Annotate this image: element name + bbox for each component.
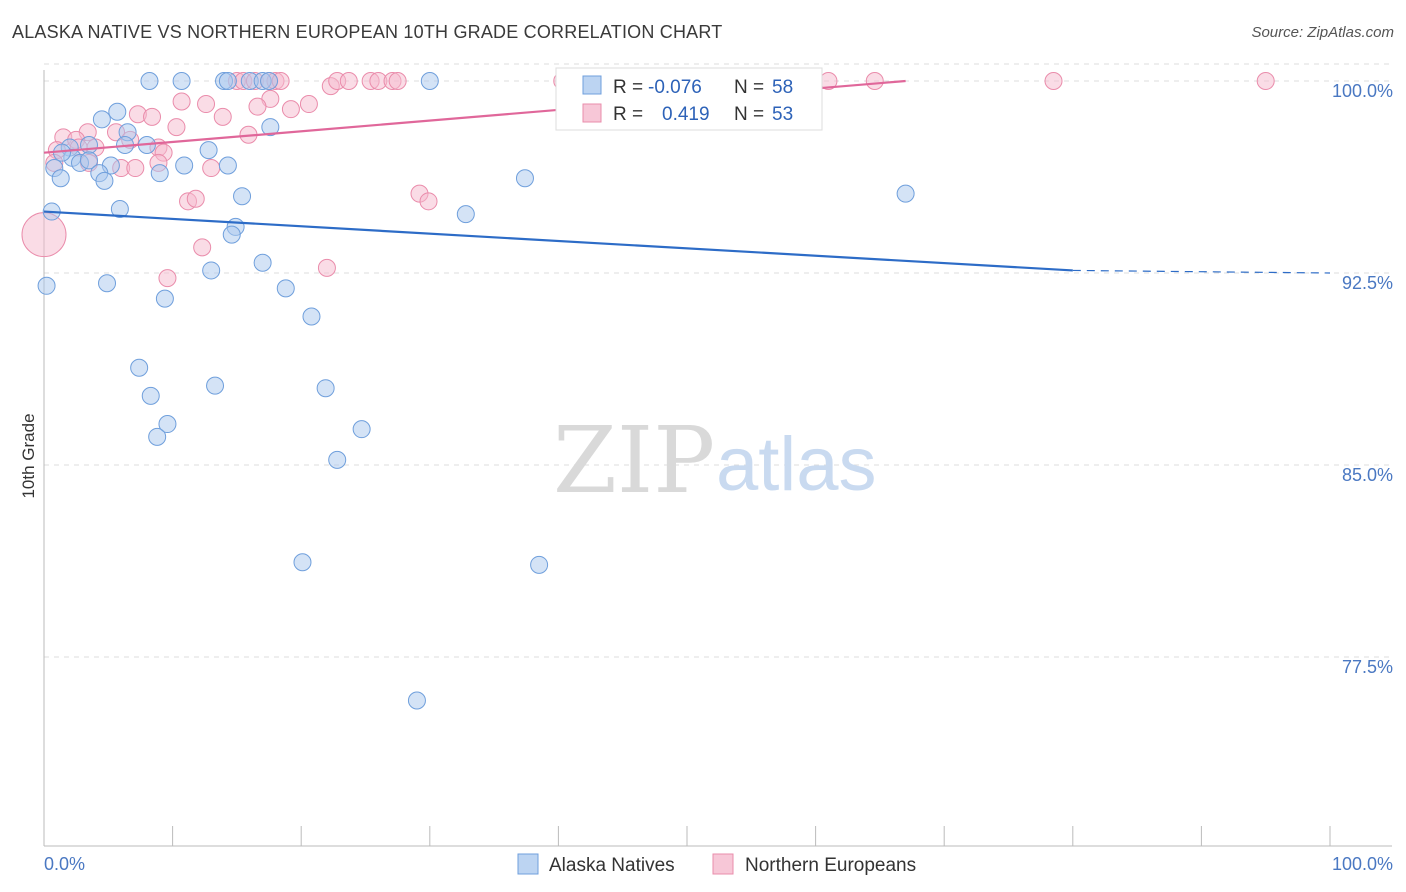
northern-europeans-point — [317, 258, 336, 277]
alaska-natives-point — [199, 141, 218, 160]
alaska-natives-trendline — [43, 210, 1073, 272]
northern-europeans-point — [388, 72, 407, 90]
x-ticks — [43, 826, 1331, 846]
series-alaska-natives — [37, 72, 915, 710]
northern-europeans-point — [248, 97, 267, 116]
northern-europeans-point — [202, 159, 221, 178]
chart-title: ALASKA NATIVE VS NORTHERN EUROPEAN 10TH … — [12, 22, 723, 42]
alaska-natives-point — [37, 276, 56, 295]
y-tick-labels: 77.5% 85.0% 92.5% 100.0% — [1332, 81, 1393, 677]
y-tick-label: 92.5% — [1342, 273, 1393, 293]
alaska-natives-point — [420, 72, 439, 90]
alaska-natives-point — [253, 253, 272, 272]
legend-swatch-alaska-natives — [517, 853, 539, 875]
northern-europeans-point — [339, 72, 358, 90]
y-axis-label: 10th Grade — [19, 413, 38, 498]
legend-label-alaska-natives: Alaska Natives — [549, 855, 675, 876]
northern-europeans-large-point — [21, 212, 67, 258]
alaska-natives-point — [260, 72, 279, 90]
alaska-natives-point — [175, 156, 194, 175]
alaska-natives-point — [130, 358, 149, 377]
stats-legend-r-value-2: 0.419 — [662, 104, 710, 125]
alaska-natives-point — [302, 307, 321, 326]
stats-legend-r-value-1: -0.076 — [648, 77, 702, 98]
alaska-natives-point — [51, 169, 70, 188]
alaska-natives-point — [108, 102, 127, 121]
alaska-natives-point — [155, 289, 174, 308]
alaska-natives-point — [316, 379, 335, 398]
northern-europeans-point — [419, 192, 438, 211]
alaska-natives-point — [407, 691, 426, 710]
stats-legend-swatch-alaska — [582, 75, 602, 95]
stats-legend-n-label-2: N = — [734, 104, 764, 125]
alaska-natives-point — [456, 205, 475, 224]
gridlines — [44, 63, 1392, 658]
northern-europeans-point — [1256, 72, 1275, 90]
alaska-natives-trendline-extension — [1072, 269, 1331, 274]
alaska-natives-point — [140, 72, 159, 90]
northern-europeans-point — [865, 72, 884, 90]
x-tick-label-max: 100.0% — [1332, 854, 1393, 874]
y-tick-label: 100.0% — [1332, 81, 1393, 101]
stats-legend-n-value-2: 53 — [772, 104, 793, 125]
alaska-natives-point — [328, 450, 347, 469]
alaska-natives-point — [206, 376, 225, 395]
northern-europeans-point — [281, 100, 300, 119]
alaska-natives-point — [148, 427, 167, 446]
stats-legend: R = -0.076 N = 58 R = 0.419 N = 53 — [555, 67, 823, 131]
alaska-natives-point — [233, 187, 252, 206]
stats-legend-n-label-1: N = — [734, 77, 764, 98]
northern-europeans-point — [143, 107, 162, 126]
northern-europeans-point — [158, 269, 177, 288]
alaska-natives-point — [222, 225, 241, 244]
alaska-natives-point — [202, 261, 221, 280]
stats-legend-n-value-1: 58 — [772, 77, 793, 98]
alaska-natives-point — [218, 156, 237, 175]
legend-label-northern-europeans: Northern Europeans — [745, 855, 916, 876]
alaska-natives-point — [80, 151, 99, 170]
northern-europeans-point — [213, 107, 232, 126]
stats-legend-r-label-1: R = — [613, 77, 643, 98]
alaska-natives-point — [218, 72, 237, 90]
northern-europeans-point — [167, 118, 186, 137]
alaska-natives-point — [98, 274, 117, 293]
source-label: Source: ZipAtlas.com — [1251, 24, 1394, 41]
watermark-atlas: atlas — [716, 422, 877, 507]
alaska-natives-point — [172, 72, 191, 90]
alaska-natives-point — [515, 169, 534, 188]
legend-swatch-northern-europeans — [712, 853, 734, 875]
x-tick-label-min: 0.0% — [44, 854, 85, 874]
alaska-natives-point — [293, 553, 312, 572]
northern-europeans-point — [299, 95, 318, 114]
northern-europeans-point — [193, 238, 212, 257]
y-tick-label: 85.0% — [1342, 465, 1393, 485]
alaska-natives-point — [276, 279, 295, 298]
alaska-natives-point — [158, 415, 177, 434]
alaska-natives-point — [352, 420, 371, 439]
watermark-zip: ZIP — [553, 407, 715, 514]
northern-europeans-point — [197, 95, 216, 114]
alaska-natives-point — [141, 386, 160, 405]
y-tick-label: 77.5% — [1342, 657, 1393, 677]
alaska-natives-point — [80, 136, 99, 154]
stats-legend-swatch-northern — [582, 103, 602, 123]
alaska-natives-point — [110, 200, 129, 218]
series-legend: Alaska Natives Northern Europeans — [517, 853, 916, 876]
stats-legend-r-label-2: R = — [613, 104, 643, 125]
northern-europeans-point — [186, 189, 205, 208]
northern-europeans-point — [172, 92, 191, 111]
alaska-natives-point — [261, 118, 280, 137]
alaska-natives-point — [92, 110, 111, 129]
alaska-natives-point — [95, 171, 114, 190]
alaska-natives-point — [530, 555, 549, 574]
axes — [43, 70, 1392, 847]
alaska-natives-point — [896, 184, 915, 203]
alaska-natives-point — [150, 164, 169, 183]
northern-europeans-point — [1044, 72, 1063, 90]
northern-europeans-point — [126, 159, 145, 178]
